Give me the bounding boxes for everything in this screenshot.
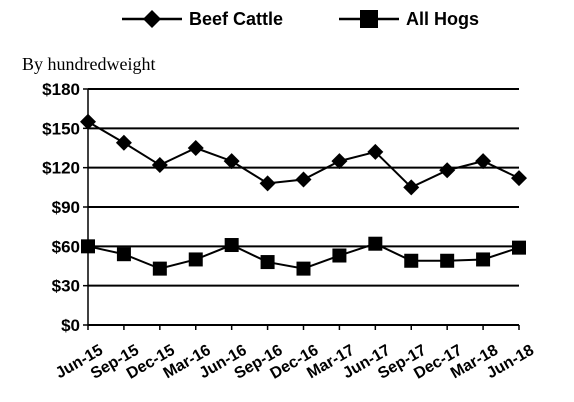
data-point (368, 236, 383, 251)
data-point (260, 255, 275, 270)
data-point (152, 261, 167, 276)
y-tick-label: $0 (61, 316, 80, 335)
square-marker-icon (360, 10, 378, 28)
legend-label: All Hogs (406, 9, 479, 29)
legend-item: All Hogs (339, 9, 479, 29)
series-1 (81, 236, 526, 276)
data-point (296, 261, 311, 276)
data-point (511, 170, 527, 187)
data-point (115, 134, 132, 151)
axes (83, 88, 520, 330)
data-point (439, 162, 456, 179)
data-point (295, 171, 312, 188)
y-tick-label: $150 (42, 119, 80, 138)
data-point (151, 157, 168, 174)
data-point (403, 179, 420, 196)
y-tick-labels: $0 $30 $60 $90 $120 $150 $180 (42, 80, 80, 335)
data-point (404, 253, 419, 268)
y-tick-label: $90 (52, 198, 80, 217)
data-point (440, 253, 455, 268)
series-layer (80, 113, 527, 276)
y-tick-label: $30 (52, 277, 80, 296)
data-point (81, 239, 95, 254)
x-tick-labels: Jun-15Sep-15Dec-15Mar-16Jun-16Sep-16Dec-… (53, 342, 537, 383)
legend: Beef Cattle All Hogs (122, 9, 479, 29)
data-point (259, 175, 276, 192)
data-point (224, 238, 239, 253)
y-tick-label: $60 (52, 237, 80, 256)
data-point (331, 153, 348, 170)
data-point (475, 153, 492, 170)
data-point (116, 247, 131, 262)
unit-note: By hundredweight (22, 54, 155, 74)
y-tick-label: $180 (42, 80, 80, 99)
data-point (187, 140, 204, 156)
data-point (512, 240, 526, 255)
legend-label: Beef Cattle (189, 9, 283, 29)
data-point (332, 248, 347, 263)
diamond-marker-icon (143, 10, 161, 28)
y-tick-label: $120 (42, 159, 80, 178)
series-0 (80, 113, 527, 196)
data-point (367, 143, 384, 160)
data-point (80, 113, 96, 130)
data-point (188, 252, 203, 267)
data-point (223, 153, 240, 170)
legend-item: Beef Cattle (122, 9, 283, 29)
data-point (476, 252, 491, 267)
